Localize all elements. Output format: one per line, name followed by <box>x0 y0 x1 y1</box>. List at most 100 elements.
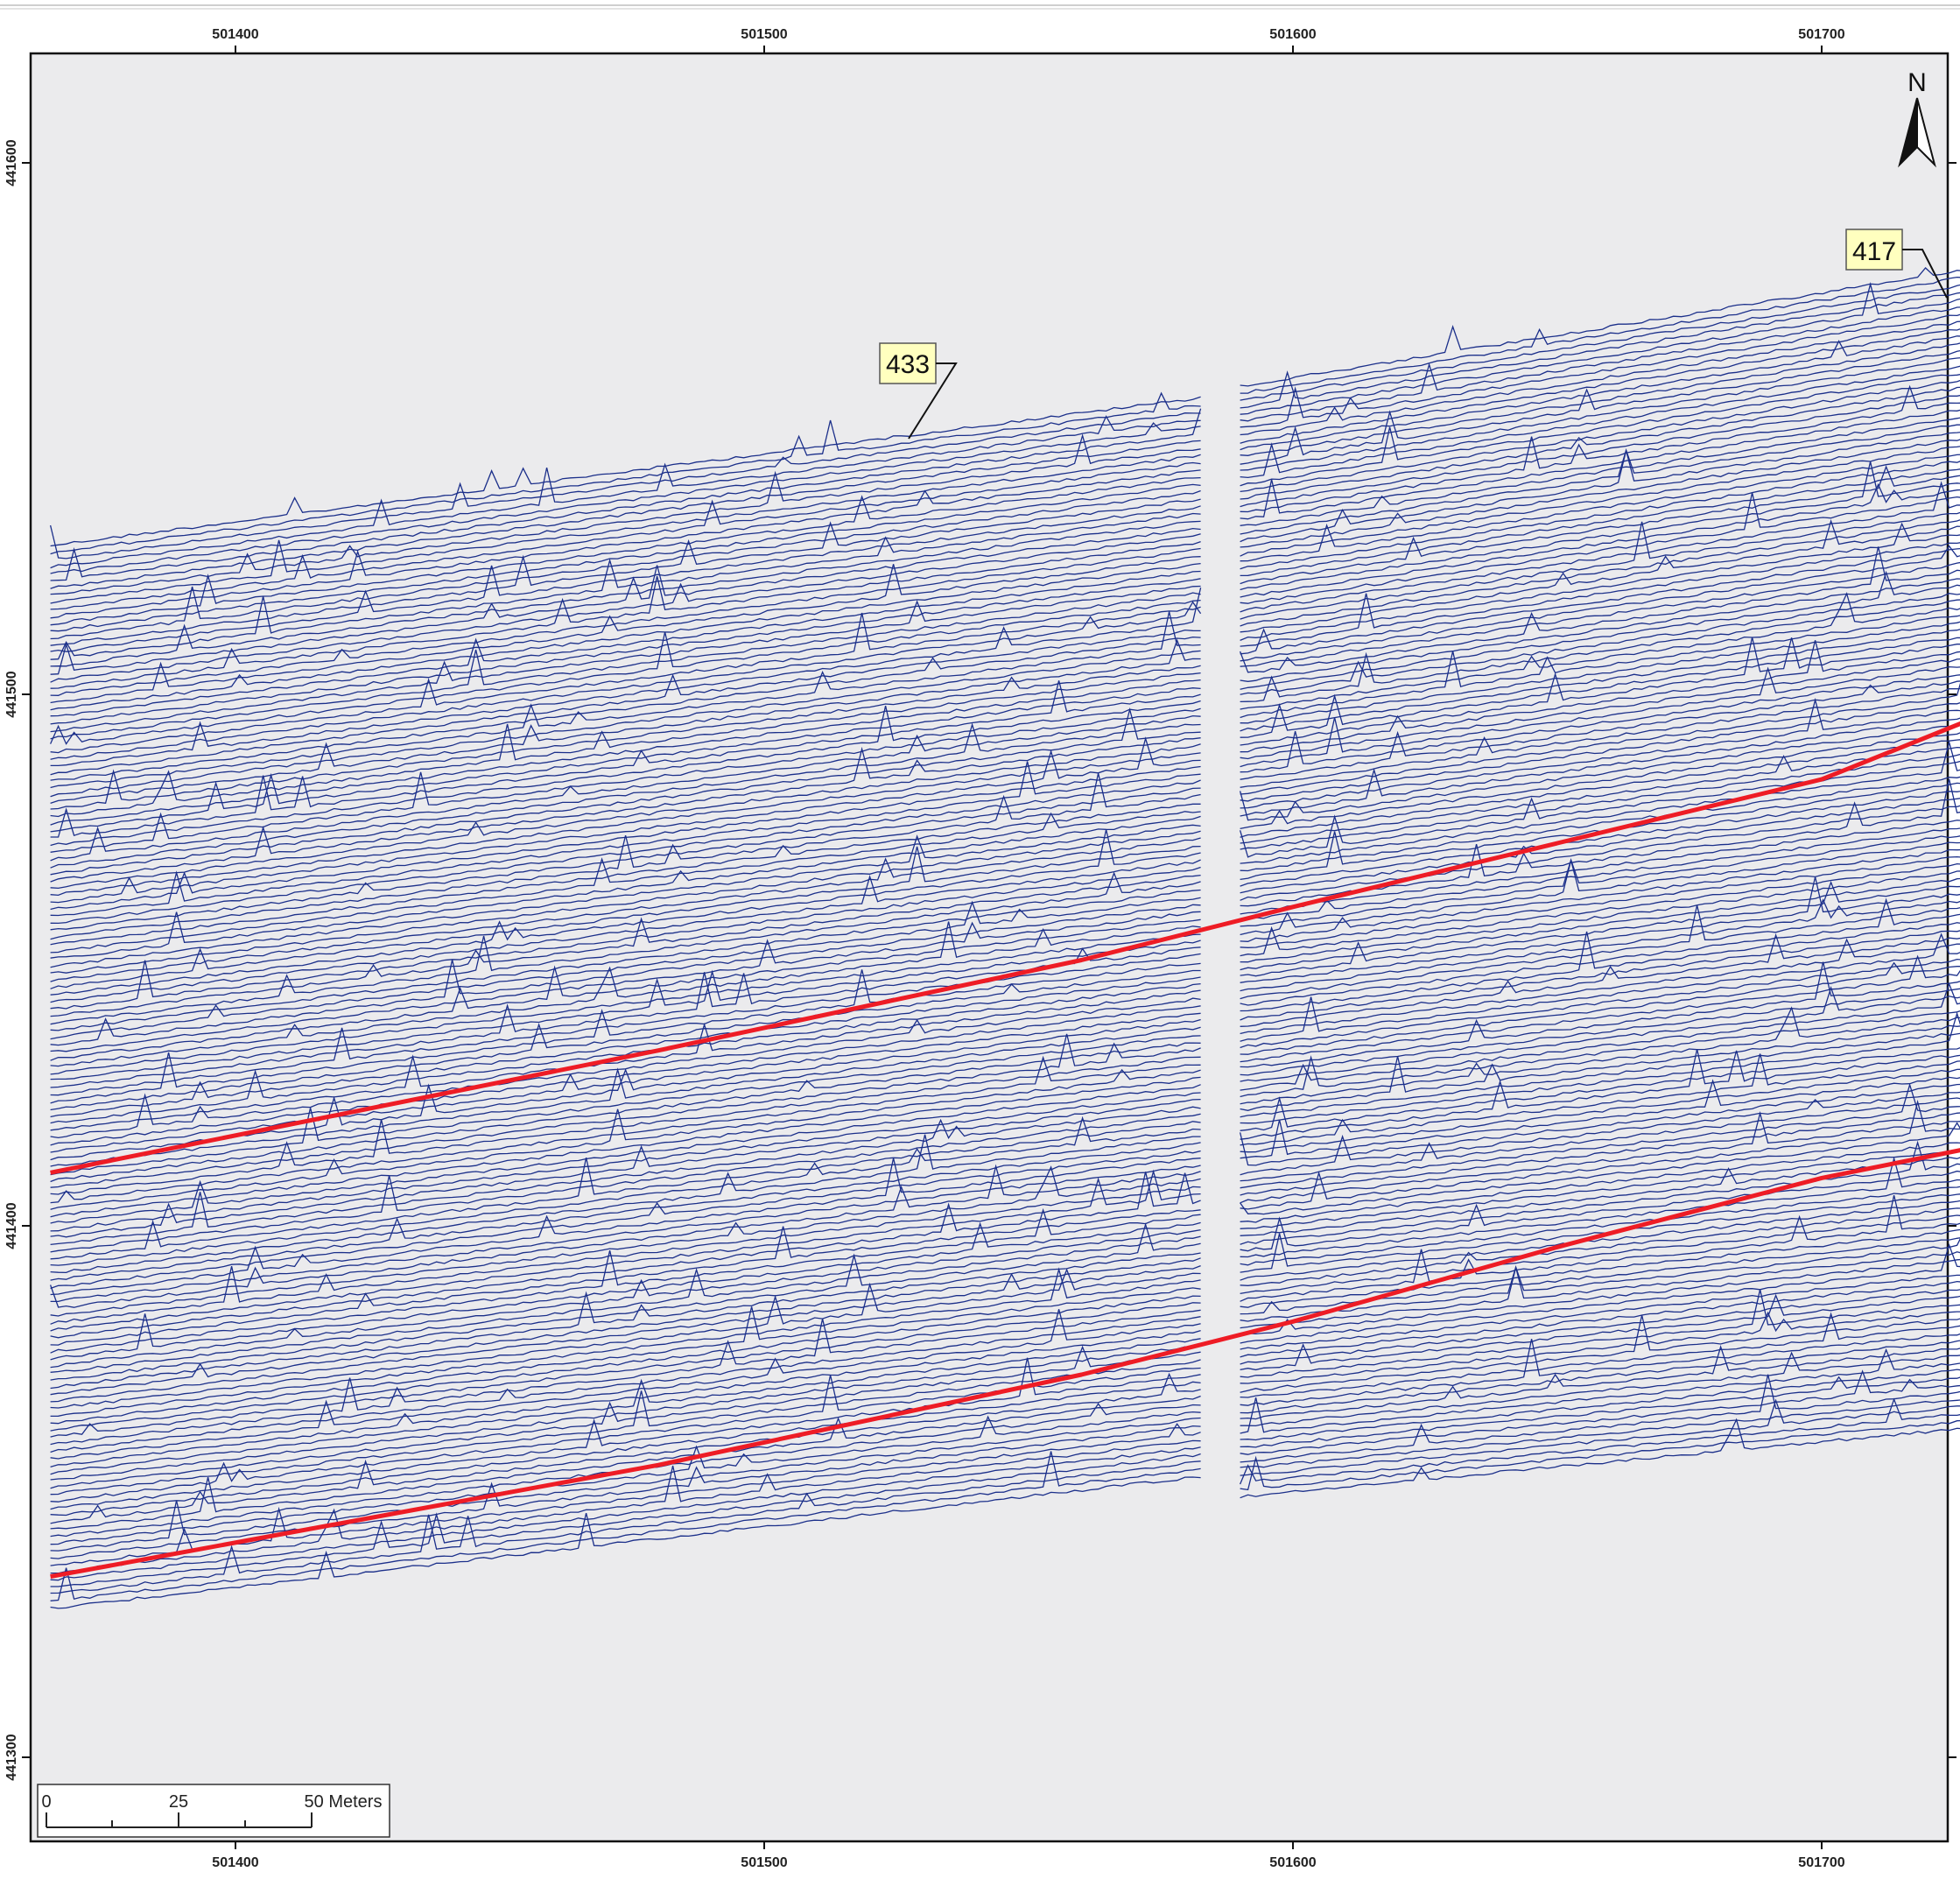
west-block-trace <box>50 1316 1201 1453</box>
east-block-trace <box>1240 897 1960 1006</box>
left-tick-label: 441500 <box>4 671 19 717</box>
west-block-trace <box>50 408 1202 581</box>
bottom-tick-label: 501400 <box>212 1855 258 1870</box>
west-block-trace <box>50 1309 1201 1460</box>
callout-label: 417 <box>1852 237 1896 266</box>
west-block-trace <box>50 527 1201 675</box>
east-block-trace <box>1240 1280 1960 1358</box>
east-block-trace <box>1240 1293 1960 1371</box>
east-block-trace <box>1240 820 1960 915</box>
east-block-trace <box>1240 1312 1960 1398</box>
west-block-trace <box>50 540 1201 689</box>
east-block-trace <box>1240 561 1960 667</box>
scale-label-0: 0 <box>41 1792 51 1812</box>
east-block-trace <box>1240 658 1960 760</box>
east-block-trace <box>1240 267 1960 387</box>
east-block-trace <box>1239 546 1960 673</box>
east-block-trace <box>1240 454 1960 562</box>
west-block-trace <box>50 1302 1201 1438</box>
west-block-trace <box>50 1423 1201 1566</box>
west-block-trace <box>50 752 1201 897</box>
east-block-trace <box>1240 424 1960 535</box>
east-block-trace <box>1240 682 1960 795</box>
fault-line-2 <box>50 1148 1960 1580</box>
west-block-trace <box>50 611 1201 789</box>
north-arrow: N <box>1898 68 1936 168</box>
west-block-trace <box>50 588 1202 767</box>
east-block-trace <box>1240 482 1960 598</box>
callout-leader <box>1902 249 1948 299</box>
east-block-trace <box>1240 1076 1960 1159</box>
east-block-trace <box>1240 1376 1960 1448</box>
west-block-trace <box>50 629 1201 776</box>
top-tick-label: 501400 <box>212 27 258 42</box>
west-block-trace <box>50 1042 1201 1183</box>
east-block-trace <box>1240 1311 1960 1384</box>
west-block-trace <box>50 1150 1201 1290</box>
east-block-trace <box>1240 1238 1960 1322</box>
east-block-trace <box>1240 732 1960 830</box>
west-block-trace <box>50 1165 1201 1317</box>
east-block-trace <box>1240 740 1960 864</box>
east-block-trace <box>1240 637 1960 746</box>
east-block-trace <box>1240 1157 1960 1236</box>
left-tick-label: 441400 <box>4 1202 19 1249</box>
west-block-trace <box>50 461 1201 610</box>
west-block-trace <box>50 1222 1201 1381</box>
west-block-trace <box>50 1287 1201 1425</box>
west-block-trace <box>50 866 1201 1010</box>
west-block-trace <box>50 396 1201 547</box>
east-block-trace <box>1240 880 1960 977</box>
east-block-trace <box>1240 1193 1960 1273</box>
east-block-trace <box>1240 439 1960 548</box>
west-block-trace <box>50 650 1201 798</box>
west-block-trace <box>50 830 1201 974</box>
east-block-trace <box>1240 1419 1960 1491</box>
west-block-trace <box>50 1165 1201 1303</box>
east-block-trace <box>1240 468 1960 577</box>
callout-417: 417 <box>1845 229 1948 299</box>
east-block-trace <box>1240 592 1960 710</box>
east-block-trace <box>1240 688 1960 788</box>
map-frame <box>29 52 1949 1843</box>
west-block-trace <box>50 469 1201 619</box>
west-block-trace <box>50 736 1201 904</box>
west-block-trace <box>49 1164 1201 1308</box>
west-block-trace <box>50 1359 1201 1495</box>
west-block-trace <box>50 897 1201 1040</box>
west-block-trace <box>50 722 1201 869</box>
east-block-trace <box>1240 276 1960 394</box>
east-block-trace <box>1240 1010 1960 1098</box>
east-block-trace <box>1240 292 1960 409</box>
west-block-trace <box>50 918 1201 1061</box>
west-block-trace <box>50 1345 1201 1481</box>
east-block-trace <box>1240 1348 1960 1434</box>
top-tick-label: 501600 <box>1269 27 1316 42</box>
west-block-trace <box>50 1221 1201 1361</box>
east-block-trace <box>1240 1242 1960 1344</box>
east-block-trace <box>1240 1289 1960 1365</box>
east-block-trace <box>1240 674 1960 773</box>
west-block-trace <box>50 976 1201 1118</box>
west-block-trace <box>50 476 1201 626</box>
west-block-trace <box>50 1033 1201 1188</box>
east-block-trace <box>1240 492 1960 604</box>
east-block-trace <box>1240 522 1960 641</box>
west-block-trace <box>50 1252 1201 1390</box>
west-block-trace <box>50 1395 1201 1530</box>
west-block-trace <box>50 700 1201 847</box>
east-block-trace <box>1240 665 1960 768</box>
west-block-trace <box>50 433 1201 595</box>
west-block-trace <box>50 592 1201 740</box>
west-block-trace <box>50 1460 1201 1594</box>
west-block-trace <box>50 811 1201 954</box>
west-block-trace <box>50 512 1201 660</box>
west-block-trace <box>50 1169 1201 1332</box>
west-block-trace <box>50 440 1201 589</box>
west-block-trace <box>50 391 1201 555</box>
west-block-trace <box>50 1338 1201 1475</box>
fault-lines <box>50 721 1960 1580</box>
east-block-trace <box>1240 1122 1960 1215</box>
west-block-trace <box>50 1092 1201 1232</box>
east-block-trace <box>1240 791 1960 887</box>
